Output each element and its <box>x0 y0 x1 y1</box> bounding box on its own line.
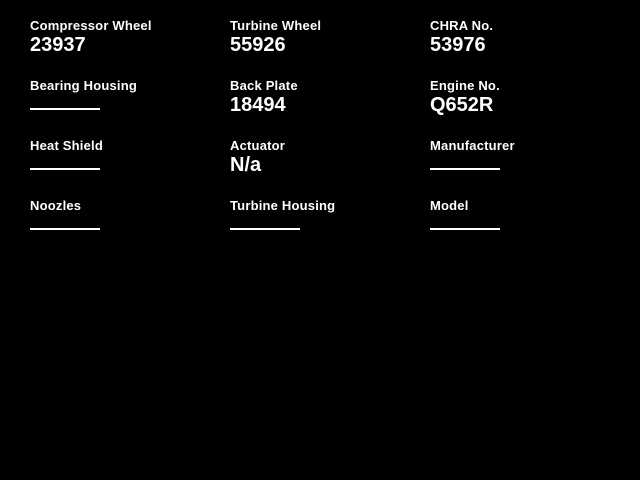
field-value: Q652R <box>430 94 494 116</box>
empty-value-line <box>30 168 100 170</box>
field-label: Model <box>430 198 469 213</box>
empty-value-line <box>30 228 100 230</box>
empty-value-line <box>230 228 300 230</box>
empty-value-line <box>430 168 500 170</box>
empty-value-line <box>430 228 500 230</box>
field-value: 53976 <box>430 34 486 56</box>
field-manufacturer: Manufacturer <box>430 138 630 198</box>
field-label: Turbine Wheel <box>230 18 322 33</box>
field-value: 18494 <box>230 94 286 116</box>
field-label: CHRA No. <box>430 18 494 33</box>
field-bearing-housing: Bearing Housing <box>30 78 230 138</box>
field-turbine-housing: Turbine Housing <box>230 198 430 258</box>
field-chra-no: CHRA No. 53976 <box>430 18 630 78</box>
field-label: Engine No. <box>430 78 500 93</box>
empty-value-line <box>30 108 100 110</box>
field-noozles: Noozles <box>30 198 230 258</box>
field-label: Turbine Housing <box>230 198 336 213</box>
field-engine-no: Engine No. Q652R <box>430 78 630 138</box>
details-panel: Compressor Wheel 23937 Turbine Wheel 559… <box>30 18 630 258</box>
field-label: Heat Shield <box>30 138 103 153</box>
field-heat-shield: Heat Shield <box>30 138 230 198</box>
field-label: Back Plate <box>230 78 298 93</box>
field-compressor-wheel: Compressor Wheel 23937 <box>30 18 230 78</box>
field-label: Actuator <box>230 138 286 153</box>
field-back-plate: Back Plate 18494 <box>230 78 430 138</box>
field-label: Manufacturer <box>430 138 515 153</box>
field-label: Noozles <box>30 198 82 213</box>
field-value: N/a <box>230 154 262 176</box>
field-label: Compressor Wheel <box>30 18 152 33</box>
field-value: 23937 <box>30 34 86 56</box>
field-model: Model <box>430 198 630 258</box>
field-value: 55926 <box>230 34 286 56</box>
field-actuator: Actuator N/a <box>230 138 430 198</box>
field-label: Bearing Housing <box>30 78 138 93</box>
field-turbine-wheel: Turbine Wheel 55926 <box>230 18 430 78</box>
